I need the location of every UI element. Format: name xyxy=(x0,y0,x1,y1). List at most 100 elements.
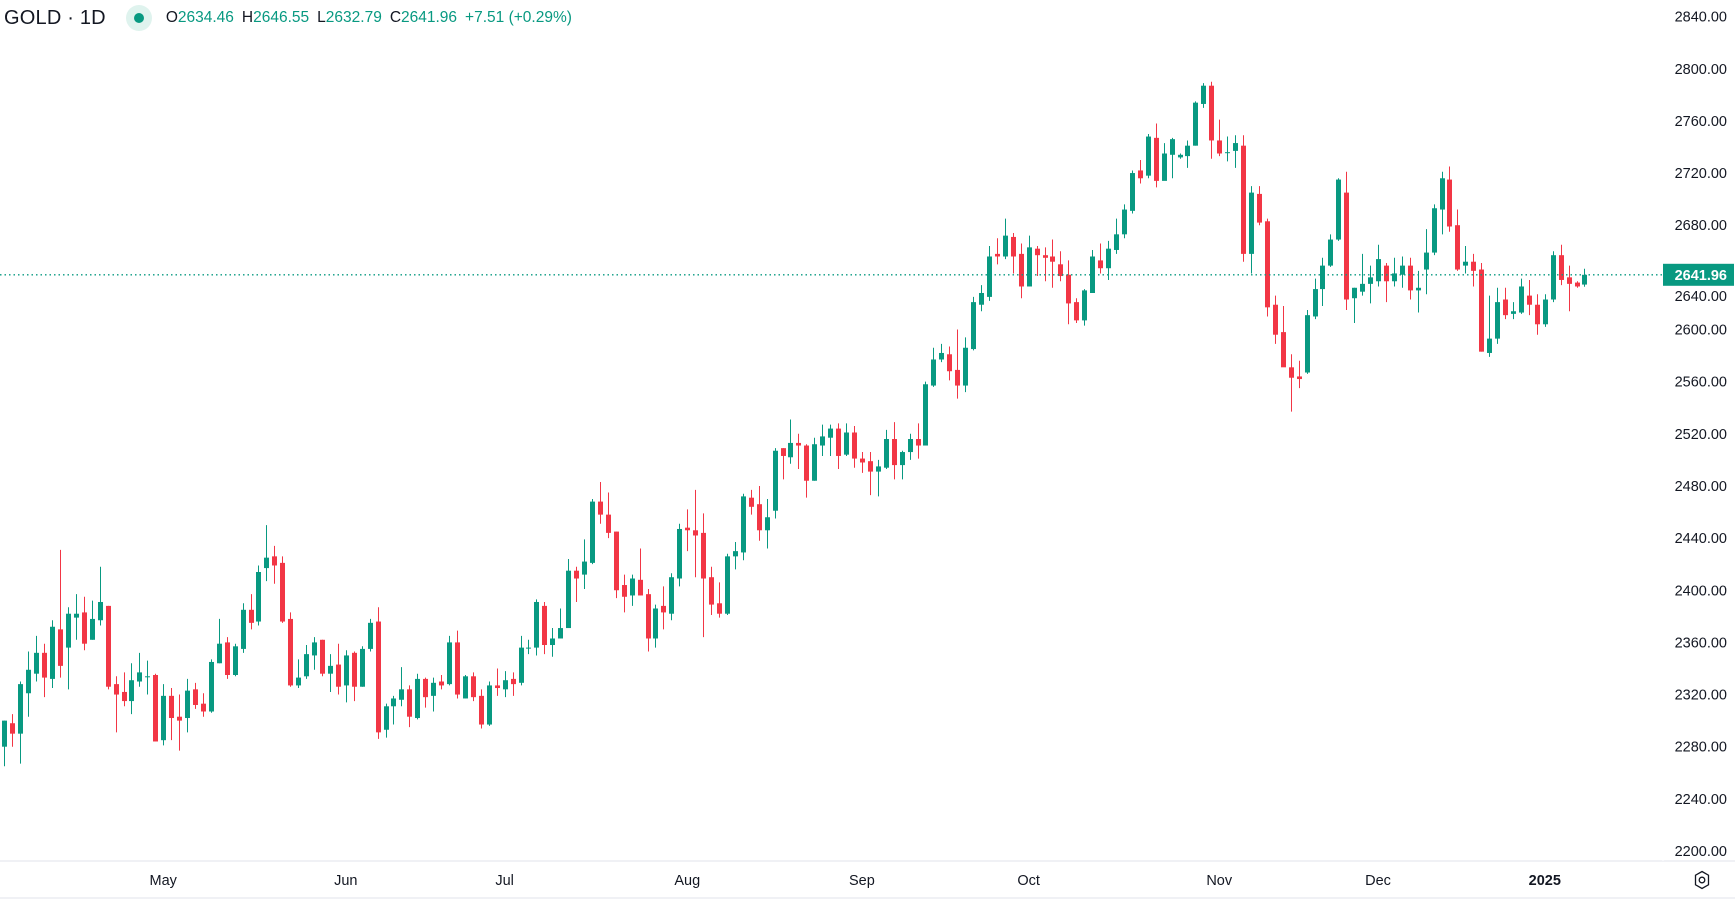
candle-up xyxy=(1432,204,1437,256)
candle-up xyxy=(391,695,396,725)
price-tick-label: 2280.00 xyxy=(1675,740,1727,756)
candle-body xyxy=(542,605,547,646)
candle-body xyxy=(987,256,992,297)
candle-down xyxy=(574,566,579,602)
candle-up xyxy=(209,659,214,713)
candle-up xyxy=(1305,309,1310,374)
candle-up xyxy=(145,660,150,695)
price-tick-label: 2520.00 xyxy=(1675,427,1727,443)
symbol-title[interactable]: GOLD · 1D xyxy=(4,6,106,29)
candle-up xyxy=(431,677,436,712)
candle-body xyxy=(773,450,778,511)
candle-down xyxy=(495,668,500,696)
candle-down xyxy=(336,643,341,695)
price-axis[interactable]: 2200.00 2240.00 2280.00 2320.00 2360.00 2400.… xyxy=(1675,10,1727,860)
time-axis[interactable]: May Jun Jul Aug Sep Oct Nov Dec 2025 xyxy=(149,873,1560,889)
candle-body xyxy=(447,642,452,685)
candle-body xyxy=(1313,289,1318,317)
time-tick-label: Jun xyxy=(334,873,357,889)
candle-body xyxy=(1122,209,1127,235)
settings-gear-icon[interactable] xyxy=(1692,870,1712,890)
candle-up xyxy=(939,343,944,363)
close-value: 2641.96 xyxy=(401,9,458,26)
candle-down xyxy=(804,444,809,498)
candle-up xyxy=(1185,140,1190,168)
candles-layer xyxy=(2,81,1587,767)
candle-down xyxy=(860,452,865,473)
candle-body xyxy=(1575,282,1580,287)
candle-up xyxy=(1146,133,1151,179)
time-tick-label: Nov xyxy=(1206,873,1233,889)
candle-body xyxy=(1527,295,1532,305)
candle-up xyxy=(312,637,317,670)
candle-up xyxy=(773,448,778,519)
candle-body xyxy=(653,608,658,639)
candle-up xyxy=(1106,240,1111,280)
candle-up xyxy=(979,285,984,312)
candle-body xyxy=(26,669,31,694)
candle-body xyxy=(1050,256,1055,262)
candle-body xyxy=(1487,338,1492,353)
candle-up xyxy=(971,296,976,351)
candle-up xyxy=(185,678,190,733)
candle-body xyxy=(614,531,619,591)
open-key: O xyxy=(165,9,178,26)
candle-body xyxy=(685,527,690,531)
candle-down xyxy=(1455,209,1460,271)
low-key: L xyxy=(317,9,326,26)
candle-body xyxy=(606,514,611,533)
candle-body xyxy=(1273,304,1278,335)
candle-body xyxy=(971,302,976,350)
candle-body xyxy=(884,439,889,468)
candle-up xyxy=(1511,302,1516,320)
price-tick-label: 2760.00 xyxy=(1675,114,1727,130)
candle-body xyxy=(717,603,722,614)
candle-body xyxy=(1201,85,1206,104)
candle-body xyxy=(1567,277,1572,284)
candle-up xyxy=(233,643,238,677)
candle-body xyxy=(923,384,928,446)
candle-body xyxy=(908,439,913,453)
price-tick-label: 2640.00 xyxy=(1675,289,1727,305)
candle-up xyxy=(1463,246,1468,274)
candle-down xyxy=(1138,160,1143,184)
candle-up xyxy=(1495,287,1500,344)
candle-body xyxy=(264,557,269,569)
market-status-icon[interactable] xyxy=(125,5,152,31)
candle-down xyxy=(1058,251,1063,282)
candle-body xyxy=(1130,173,1135,211)
candle-body xyxy=(1400,265,1405,275)
candle-down xyxy=(288,612,293,687)
candle-down xyxy=(1209,81,1214,159)
candle-body xyxy=(1344,192,1349,300)
candle-down xyxy=(661,586,666,630)
candle-body xyxy=(1305,315,1310,373)
candle-body xyxy=(741,496,746,553)
candle-up xyxy=(725,553,730,616)
candle-body xyxy=(272,556,277,566)
candle-body xyxy=(1209,85,1214,141)
candle-up xyxy=(487,681,492,726)
candle-body xyxy=(1217,140,1222,154)
candle-up xyxy=(34,635,39,682)
candle-up xyxy=(828,424,833,456)
candle-up xyxy=(1313,278,1318,320)
candle-body xyxy=(1233,143,1238,151)
price-tick-label: 2720.00 xyxy=(1675,166,1727,182)
candle-down xyxy=(638,548,643,596)
candle-up xyxy=(1424,229,1429,295)
candle-body xyxy=(511,678,516,685)
candle-body xyxy=(1551,255,1556,300)
candle-body xyxy=(1011,236,1016,257)
candle-down xyxy=(1479,263,1484,352)
candle-body xyxy=(519,647,524,683)
candle-down xyxy=(272,545,277,584)
candle-up xyxy=(526,639,531,655)
candle-up xyxy=(399,667,404,707)
candle-up xyxy=(550,628,555,657)
candle-down xyxy=(1011,233,1016,274)
candle-up xyxy=(590,498,595,565)
candle-body xyxy=(256,571,261,622)
candle-down xyxy=(614,531,619,599)
